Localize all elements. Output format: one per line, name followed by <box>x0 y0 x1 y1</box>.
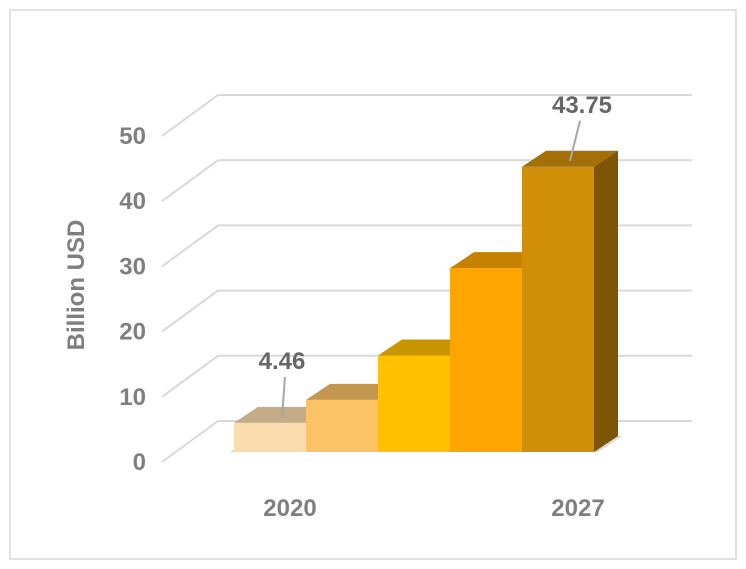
y-axis-title: Billion USD <box>63 220 90 351</box>
gridline-diagonal <box>161 94 219 137</box>
chart-frame <box>9 9 737 560</box>
x-axis-categories: 2020 2027 <box>263 495 604 522</box>
y-tick-label: 40 <box>119 188 146 215</box>
bar-4 <box>450 252 546 452</box>
bar-front <box>234 422 306 452</box>
y-axis-ticks: 0 10 20 30 40 50 <box>119 123 146 476</box>
data-label: 4.46 <box>259 348 306 375</box>
gridline-diagonal <box>161 354 219 398</box>
y-tick-label: 50 <box>119 123 146 150</box>
bar-side <box>594 150 618 452</box>
data-label-leader <box>569 120 581 161</box>
data-label: 43.75 <box>552 92 612 119</box>
y-tick-label: 20 <box>119 319 146 346</box>
y-tick-label: 10 <box>119 384 146 411</box>
bar-front <box>378 355 450 452</box>
x-category-label: 2027 <box>551 495 604 522</box>
bar-front <box>522 166 594 452</box>
data-label-leader <box>281 376 286 417</box>
gridline-diagonal <box>161 420 219 463</box>
bar-front <box>450 268 522 452</box>
gridline-diagonal <box>161 159 219 203</box>
bars <box>230 150 622 452</box>
x-category-label: 2020 <box>263 495 316 522</box>
bar-2027 <box>522 150 618 452</box>
y-tick-label: 0 <box>133 449 146 476</box>
data-labels: 4.46 43.75 <box>259 92 612 417</box>
y-tick-label: 30 <box>119 253 146 280</box>
gridline-diagonal <box>161 289 219 333</box>
bar-front <box>306 399 378 452</box>
gridline-diagonal <box>161 224 219 268</box>
